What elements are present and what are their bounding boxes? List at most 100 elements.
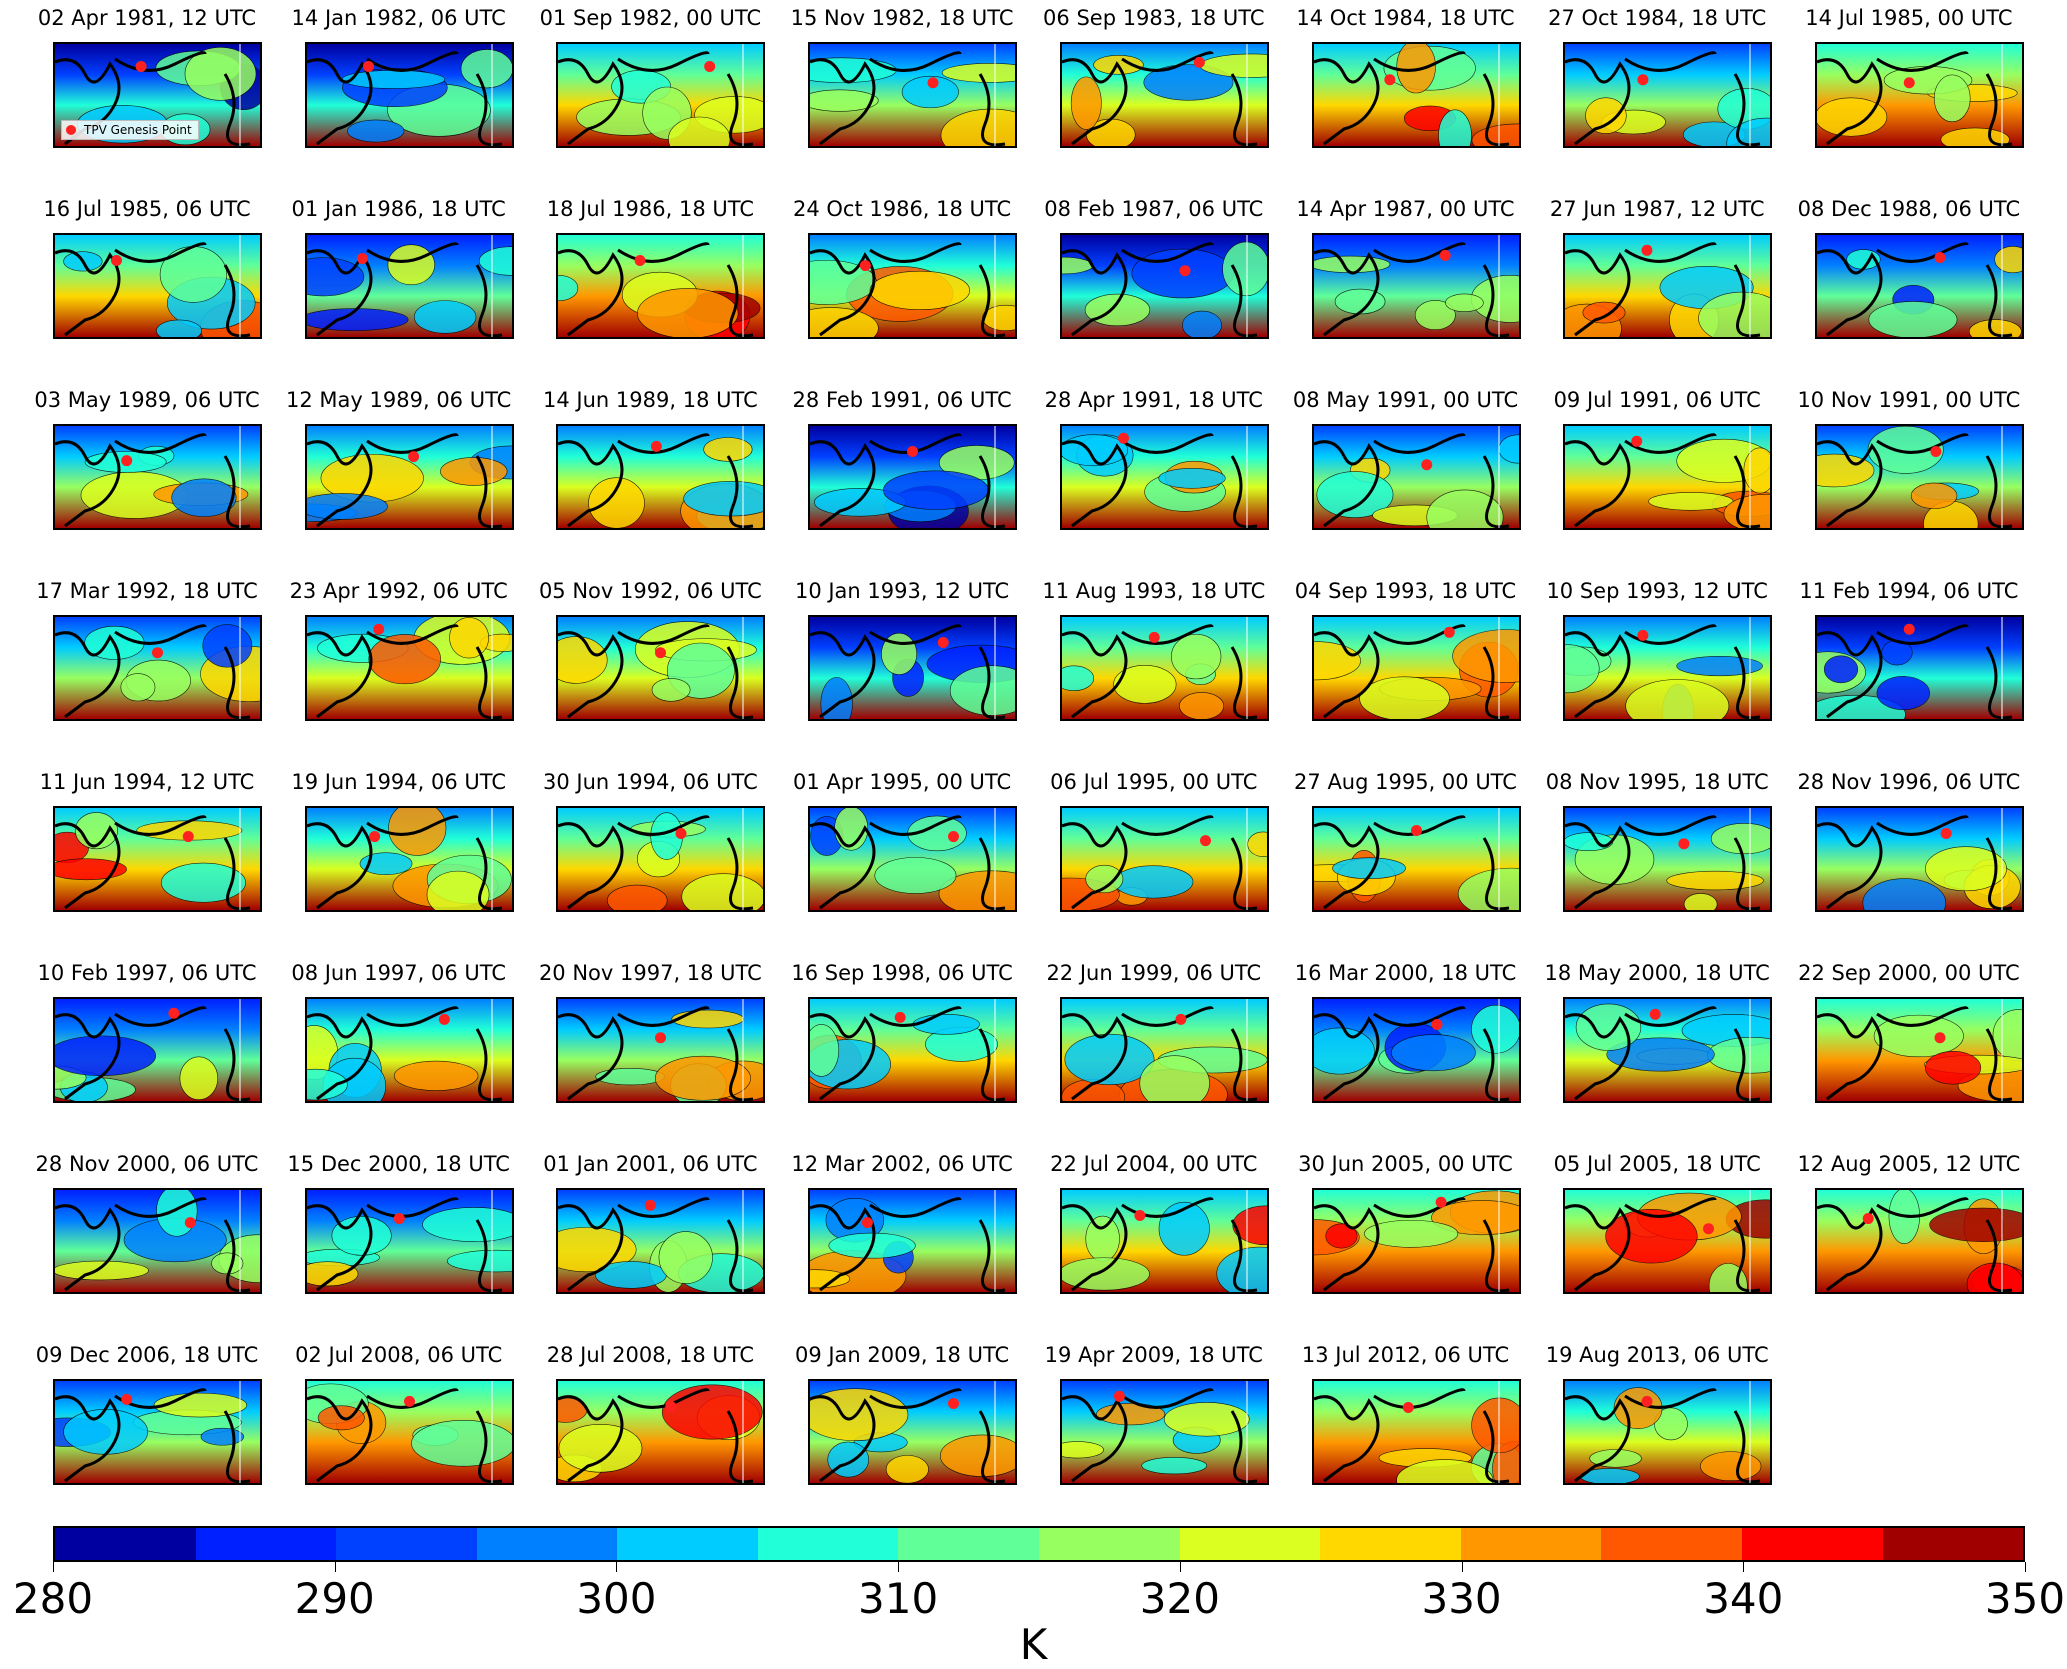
coastline [1061,58,1128,146]
coastline [617,242,754,337]
contour-region [1933,74,1971,123]
contour-region [1113,865,1194,899]
contour-map [1816,808,2022,910]
coastline [1876,815,2013,910]
tpv-genesis-point [1199,835,1211,847]
panel-title: 14 Jul 1985, 00 UTC [1805,6,2013,30]
coastline [810,1013,876,1101]
coastline [55,1013,121,1101]
coastline [617,1388,754,1483]
contour-region [941,63,1016,83]
contour-map [1061,1381,1267,1483]
coastline [1816,1013,1883,1101]
coastline [1372,242,1509,337]
theta-map-panel [556,233,766,339]
contour-region [1910,482,1958,509]
contour-region [159,246,227,303]
contour-region [1390,1034,1476,1072]
coastline [1061,822,1128,910]
coastline [1876,624,2013,719]
contour-region [1700,1451,1762,1482]
coastline [306,1013,373,1101]
tpv-genesis-point [168,1007,180,1019]
panel-title: 23 Apr 1992, 06 UTC [289,579,508,603]
panel-title: 14 Oct 1984, 18 UTC [1296,6,1515,30]
contour-region [1929,1207,2022,1242]
tpv-genesis-point [645,1199,657,1211]
theta-map-panel [1563,997,1773,1103]
panel-title: 16 Sep 1998, 06 UTC [791,961,1013,985]
tpv-genesis-point [121,455,133,467]
contour-map [55,1190,260,1292]
contour-map [306,808,512,910]
theta-map-panel [1563,1188,1773,1294]
panel-title: 30 Jun 1994, 06 UTC [543,770,758,794]
theta-map-panel [53,997,262,1103]
contour-map [810,235,1016,337]
panel-title: 12 Aug 2005, 12 UTC [1797,1152,2021,1176]
contour-map [1313,1190,1519,1292]
theta-map-panel [1814,233,2024,339]
coastline [114,1006,251,1101]
panel-title: 10 Nov 1991, 00 UTC [1797,388,2021,412]
theta-map-panel [556,42,766,148]
contour-region [1425,489,1503,528]
contour-region [1061,665,1094,692]
contour-region [55,858,127,881]
panel-title: 30 Jun 2005, 00 UTC [1298,1152,1513,1176]
theta-map-panel [304,42,514,148]
contour-region [156,1190,198,1237]
contour-region [410,1420,512,1467]
contour-map [1313,999,1519,1101]
coastline [114,51,251,146]
theta-map-panel [1563,1379,1773,1485]
panel-title: 15 Nov 1982, 18 UTC [790,6,1014,30]
contour-region [393,1060,479,1091]
theta-map-panel [1311,997,1521,1103]
theta-map-panel [1059,424,1269,530]
contour-region [1061,1441,1104,1459]
tpv-genesis-point [1903,623,1915,635]
contour-map [1313,44,1519,146]
contour-region [662,1384,764,1440]
coastline [1313,631,1379,719]
colorbar-tick-label: 330 [1421,1574,1502,1623]
coastline [114,1388,251,1483]
contour-region [607,884,668,910]
theta-map-panel [1563,424,1773,530]
theta-map-panel [1814,997,2024,1103]
colorbar-segment [1179,1528,1321,1560]
contour-region [211,1252,244,1275]
contour-region [421,1207,512,1242]
coastline [869,1388,1006,1483]
coastline [1372,1388,1509,1483]
contour-region [156,319,203,337]
contour-region [1723,494,1771,528]
panel-title: 22 Jun 1999, 06 UTC [1046,961,1262,985]
panel-title: 15 Dec 2000, 18 UTC [287,1152,510,1176]
theta-map-panel [808,42,1018,148]
coastline [306,440,373,528]
coastline [365,433,502,528]
contour-region [1061,1257,1150,1291]
coastline [365,1197,502,1292]
colorbar-segment [898,1528,1040,1560]
contour-map [1565,44,1771,146]
theta-map-panel [1059,42,1269,148]
panel-title: 06 Sep 1983, 18 UTC [1043,6,1265,30]
colorbar-tick-label: 290 [294,1574,375,1623]
coastline [1816,58,1883,146]
contour-region [1711,823,1771,855]
contour-region [1181,310,1222,337]
contour-map [1816,617,2022,719]
theta-map-panel [1059,1379,1269,1485]
theta-map-panel [1814,42,2024,148]
contour-region [1222,241,1267,297]
contour-region [184,47,257,101]
contour-region [1683,893,1718,910]
contour-region [1565,832,1614,852]
contour-region [1085,864,1124,894]
coastline [306,1395,373,1483]
contour-region [1867,426,1944,474]
coastline [810,440,876,528]
